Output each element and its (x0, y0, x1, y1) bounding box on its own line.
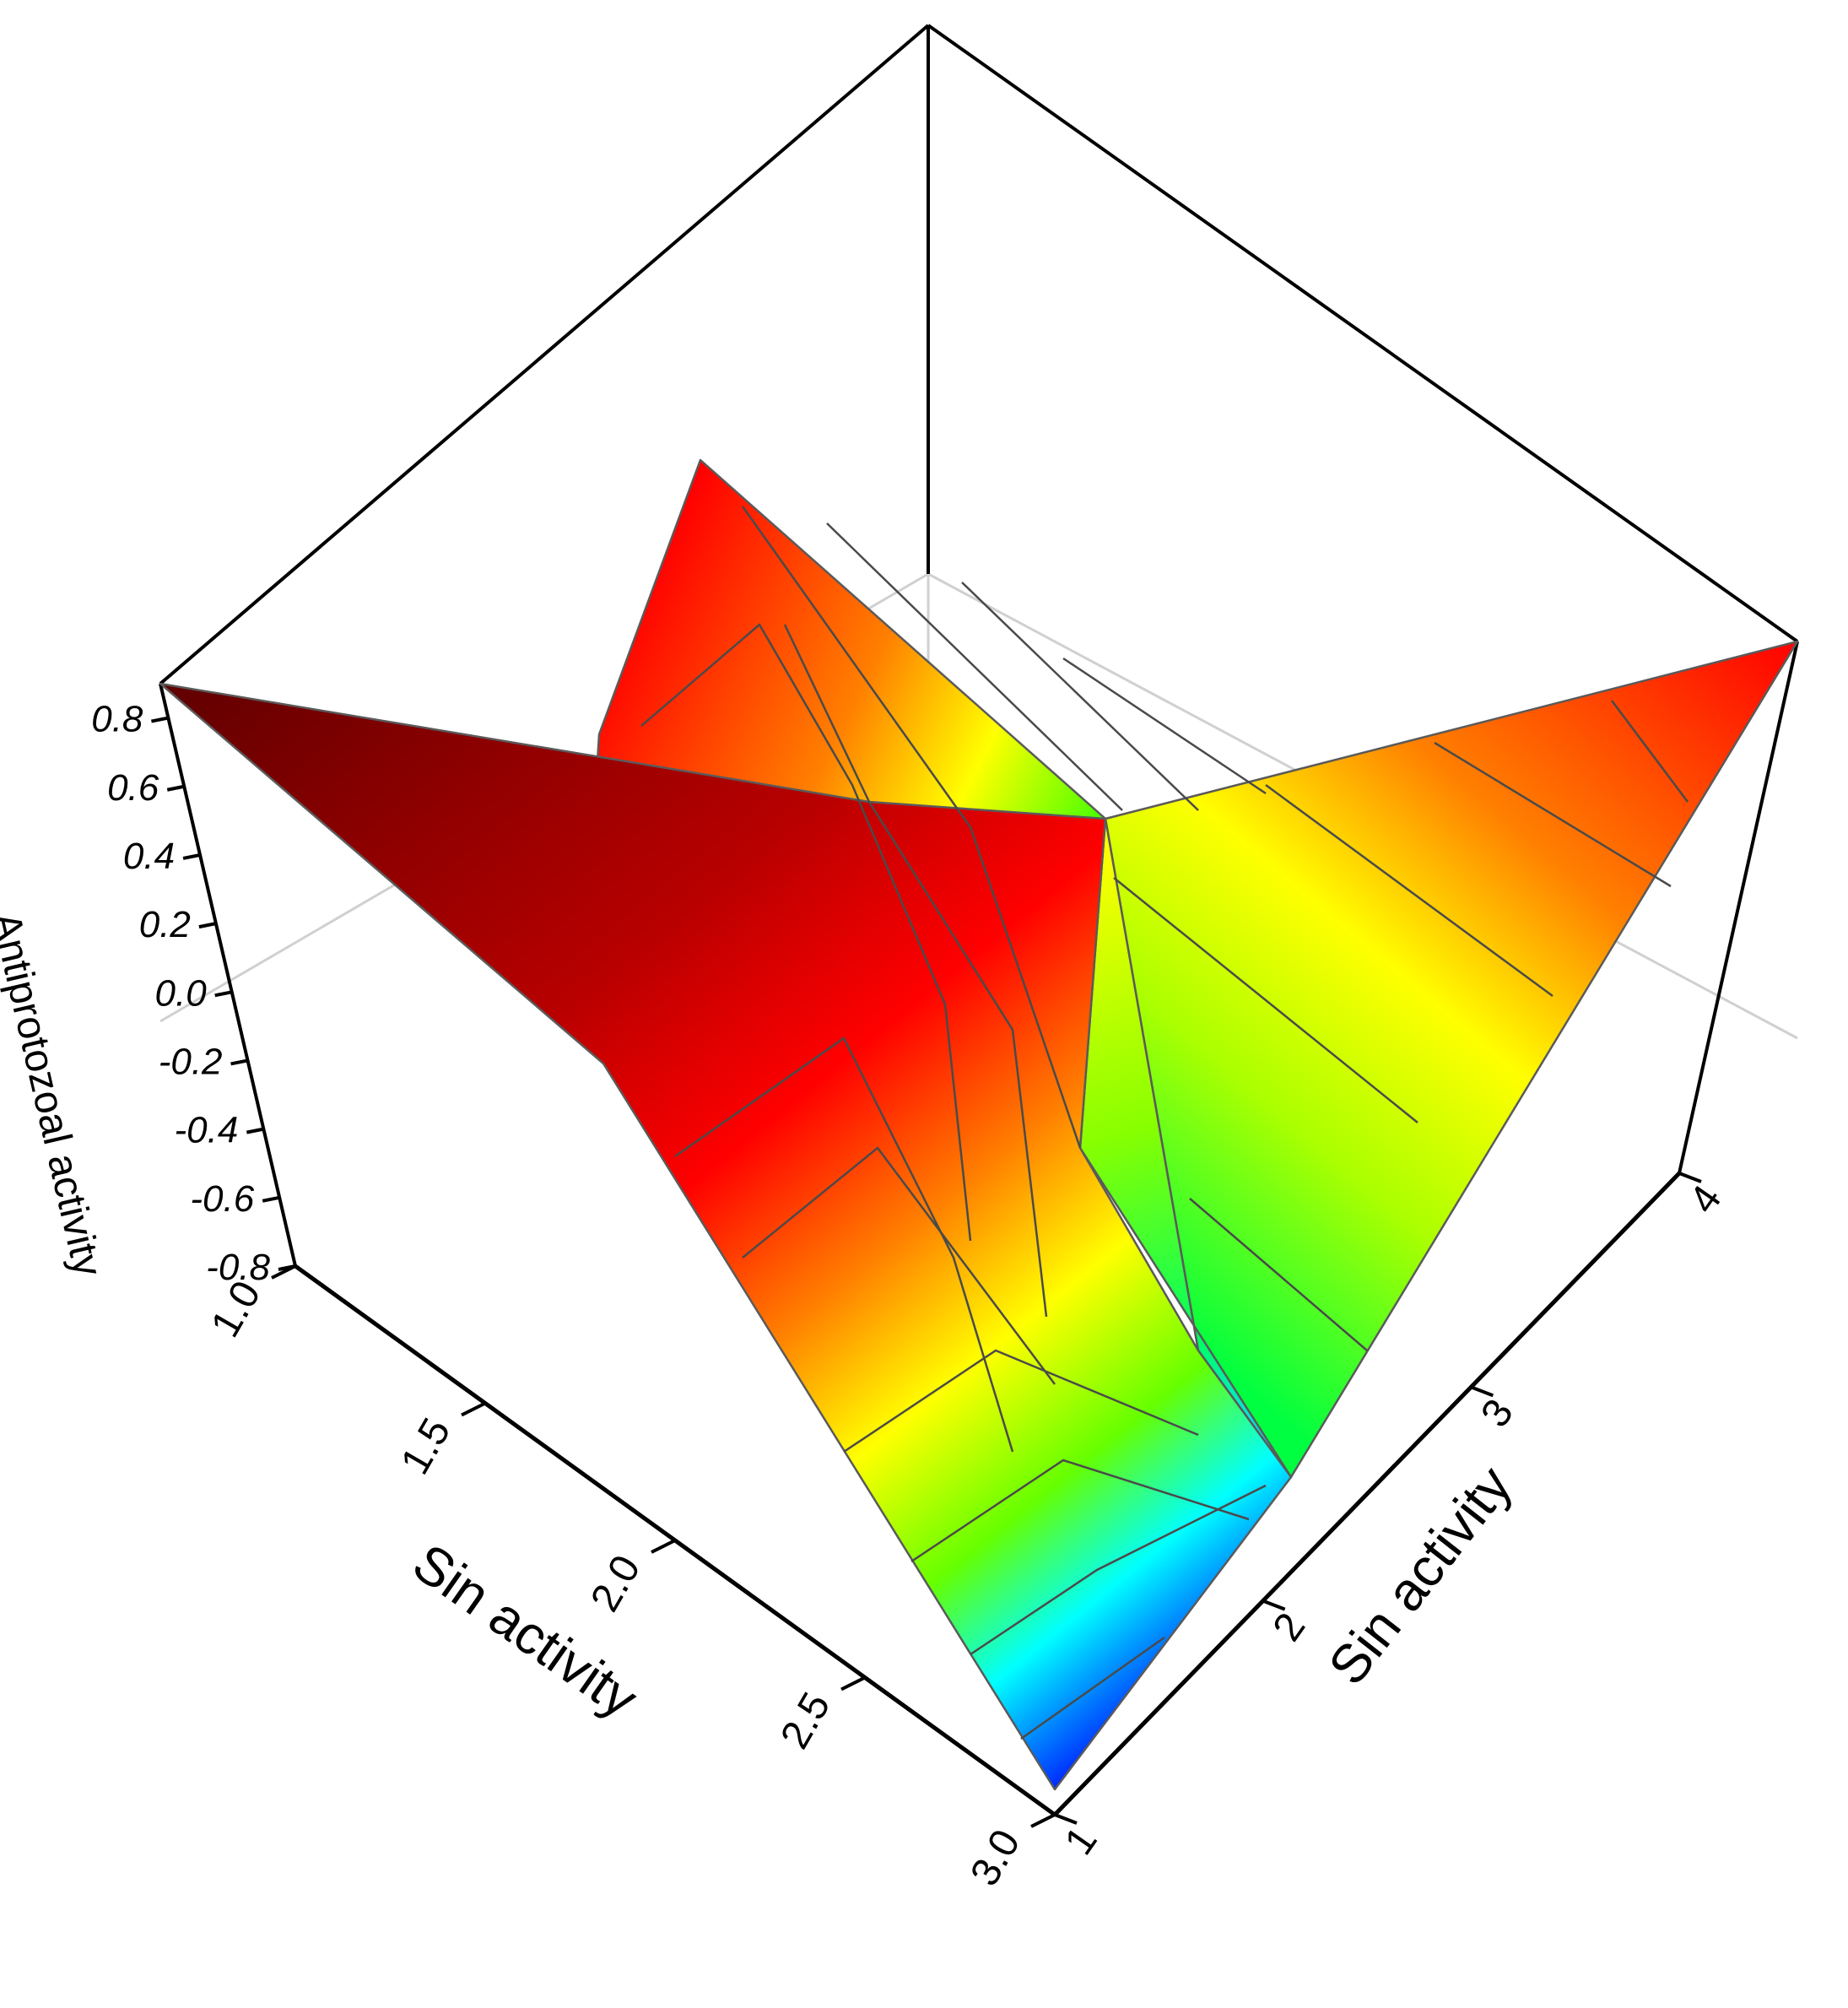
z-tick-label: -0.6 (190, 1178, 254, 1220)
y-tick-label: 2 (1265, 1605, 1315, 1649)
z-tick-label: 0.4 (123, 836, 175, 877)
z-axis-title: Antiprotozoal activity (0, 908, 110, 1280)
y-tick (1678, 1172, 1702, 1183)
y-tick-label: 3 (1472, 1391, 1522, 1435)
y-tick (1054, 1813, 1078, 1825)
z-tick-label: 0.0 (155, 972, 208, 1014)
z-tick (198, 922, 217, 929)
surface (159, 458, 1799, 1791)
z-tick-label: -0.8 (206, 1247, 270, 1288)
z-tick-label: -0.2 (159, 1041, 223, 1082)
x-tick-label: 2.5 (772, 1686, 839, 1756)
y-tick-label: 4 (1681, 1177, 1731, 1221)
z-tick-label: 0.2 (139, 904, 191, 945)
z-tick (151, 716, 169, 723)
y-tick-label: 1 (1056, 1819, 1106, 1863)
z-tick-label: -0.4 (175, 1110, 239, 1151)
x-tick-label: 3.0 (962, 1822, 1029, 1893)
box-edges (159, 24, 1799, 1267)
z-tick (246, 1127, 264, 1134)
y-tick (1262, 1599, 1286, 1611)
x-tick (461, 1401, 486, 1417)
x-tick (271, 1264, 296, 1280)
x-tick (840, 1675, 866, 1691)
z-tick (230, 1058, 248, 1066)
z-tick (166, 784, 185, 792)
x-tick-label: 1.5 (392, 1411, 459, 1482)
z-tick (214, 990, 233, 998)
y-axis-title: Sin activity (1316, 1455, 1523, 1696)
x-tick (1030, 1813, 1056, 1828)
z-tick (182, 852, 201, 860)
z-tick-label: 0.6 (107, 767, 159, 809)
z-tick (262, 1195, 280, 1203)
surface-patch-left (159, 682, 1293, 1791)
contour-lines (640, 506, 1689, 1740)
ticks (151, 716, 1702, 1828)
x-tick (651, 1539, 676, 1554)
x-tick-label: 2.0 (582, 1548, 649, 1619)
z-tick-label: 0.8 (91, 699, 143, 740)
y-tick (1470, 1385, 1494, 1398)
